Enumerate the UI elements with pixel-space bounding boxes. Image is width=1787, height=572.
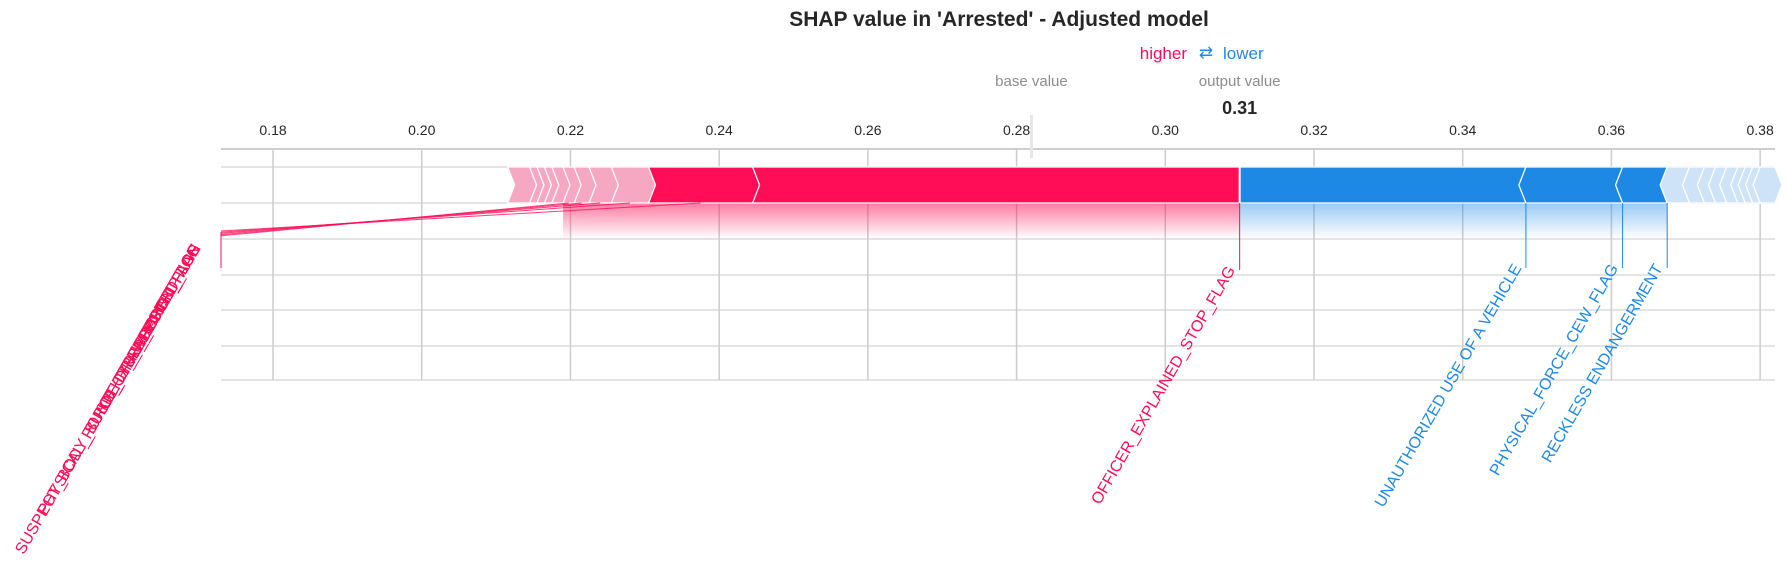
legend-lower-label: lower (1223, 44, 1264, 63)
x-tick-label: 0.26 (854, 122, 881, 138)
output-value: 0.31 (1222, 98, 1257, 118)
force-bars (506, 166, 1783, 204)
x-axis-ticks: 0.18 0.20 0.22 0.24 0.26 0.28 0.30 0.32 0.34 0.36… (259, 122, 1774, 138)
x-tick-label: 0.38 (1747, 122, 1774, 138)
negative-force-segment (1518, 166, 1624, 204)
feature-leader-line (220, 202, 569, 237)
negative-spread-gradient (1239, 203, 1668, 239)
feature-leader-line (220, 202, 630, 233)
negative-force-segment (1614, 166, 1669, 204)
legend-higher-label: higher (1140, 44, 1188, 63)
x-tick-label: 0.24 (706, 122, 733, 138)
output-value-label: output value (1199, 73, 1281, 90)
x-tick-label: 0.36 (1598, 122, 1625, 138)
x-tick-label: 0.32 (1300, 122, 1327, 138)
chart-title: SHAP value in 'Arrested' - Adjusted mode… (789, 8, 1209, 31)
x-tick-label: 0.22 (557, 122, 584, 138)
positive-force-segment (647, 166, 761, 204)
feature-label: SEARCHED_FLAG (120, 242, 205, 371)
x-tick-label: 0.18 (259, 122, 286, 138)
label-spread-area (563, 203, 1668, 239)
positive-force-segment (751, 166, 1241, 204)
positive-spread-gradient (563, 203, 1240, 239)
positive-force-segment (610, 166, 657, 204)
negative-force-segment (1239, 166, 1527, 204)
base-value-label: base value (995, 73, 1068, 90)
x-tick-label: 0.20 (408, 122, 435, 138)
higher-lower-arrows-icon: ⇄ (1199, 43, 1213, 62)
x-tick-label: 0.34 (1449, 122, 1476, 138)
x-tick-label: 0.30 (1152, 122, 1179, 138)
x-tick-label: 0.28 (1003, 122, 1030, 138)
feature-label: OFFICER_EXPLAINED_STOP_FLAG (1088, 264, 1239, 508)
legend: higher ⇄ lower (1140, 43, 1264, 63)
negative-force-segment (1752, 166, 1783, 204)
